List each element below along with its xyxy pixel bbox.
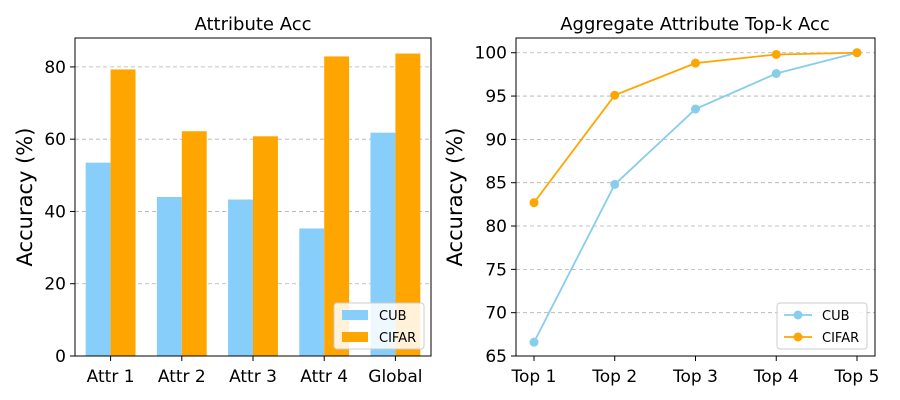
line-chart-title: Aggregate Attribute Top-k Acc [560,14,830,35]
line-chart-ytick-label: 90 [485,130,507,150]
bar-chart-yticks: 0 20 40 60 80 [44,58,75,367]
line-chart-ytick-label: 70 [485,304,507,324]
bar-cub [156,197,182,356]
line-chart-yticks: 65 70 75 80 85 90 95 100 [475,44,516,367]
bar-chart-xtick-label: Attr 3 [229,367,277,387]
bar-chart-ytick-label: 80 [44,58,66,78]
bar-chart-xtick-label: Attr 4 [300,367,348,387]
bar-chart-ytick-label: 40 [44,202,66,222]
line-chart-ytick-label: 65 [485,347,507,367]
bar-chart-ylabel: Accuracy (%) [13,128,37,267]
bar-cifar [110,69,136,357]
point-cifar [771,49,781,59]
line-series-cifar [533,51,858,204]
line-chart-panel: Aggregate Attribute Top-k Acc Accuracy (… [443,14,879,387]
line-chart-xtick-label: Top 4 [753,367,799,387]
legend-marker-cifar [793,332,803,342]
bar-cub [299,228,325,356]
line-chart-xtick-label: Top 3 [672,367,718,387]
bar-chart-xtick-label: Attr 2 [158,367,206,387]
point-cub [691,104,700,114]
legend-marker-cub [793,310,803,320]
legend-swatch-cifar [342,332,368,342]
line-chart-ytick-label: 100 [475,44,507,64]
line-chart-legend: CUB CIFAR [776,302,868,350]
point-cub [771,69,781,79]
line-chart-xtick-label: Top 1 [511,367,557,387]
line-chart-grid [516,52,875,314]
bar-chart-ytick-label: 20 [44,275,66,295]
legend-swatch-cub [342,310,368,320]
line-chart-xtick-label: Top 5 [834,367,880,387]
line-chart-ylabel: Accuracy (%) [443,128,467,267]
bar-chart-xtick-label: Attr 1 [87,367,135,387]
bar-cifar [181,131,207,356]
legend-label-cifar: CIFAR [822,331,859,346]
legend-label-cifar: CIFAR [379,331,416,346]
line-chart-lines [529,48,862,347]
bar-chart-legend: CUB CIFAR [333,302,425,350]
bar-chart-xticks: Attr 1 Attr 2 Attr 3 Attr 4 Global [87,356,423,387]
bar-cub [85,162,111,356]
bar-cub [228,199,253,356]
line-chart-ytick-label: 95 [485,87,507,107]
bar-chart-xtick-label: Global [368,367,422,387]
bar-chart-ytick-label: 60 [44,130,66,150]
point-cub [529,337,539,347]
line-chart-ytick-label: 75 [485,260,507,280]
line-chart-xtick-label: Top 2 [591,367,637,387]
point-cub [610,179,620,189]
point-cifar [610,90,620,100]
point-cifar [852,48,862,58]
line-chart-ytick-label: 85 [485,174,507,194]
line-chart-ytick-label: 80 [485,217,507,237]
legend-label-cub: CUB [822,309,850,324]
legend-label-cub: CUB [379,309,407,324]
line-chart-xticks: Top 1 Top 2 Top 3 Top 4 Top 5 [511,356,880,387]
bar-chart-ytick-label: 0 [55,347,66,367]
point-cifar [529,198,539,208]
point-cifar [691,58,700,68]
bar-cifar [253,136,278,356]
bar-chart-panel: Attribute Acc Accuracy (%) 0 20 40 60 80 Att… [13,14,432,387]
bar-chart-title: Attribute Acc [195,14,312,35]
